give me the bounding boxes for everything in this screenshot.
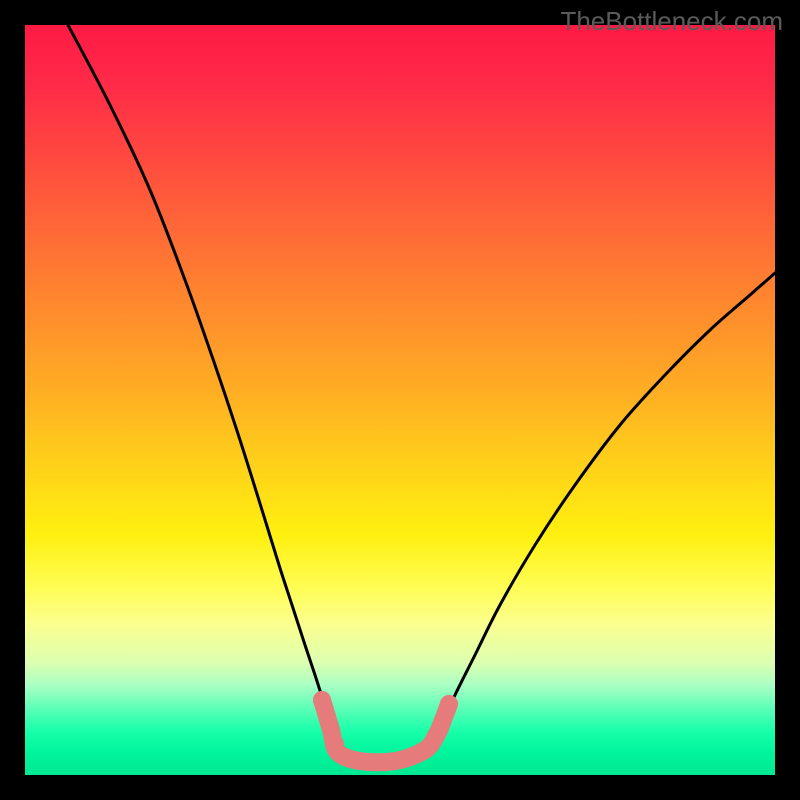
watermark-text: TheBottleneck.com — [560, 6, 783, 37]
chart-root: TheBottleneck.com — [0, 0, 800, 800]
gradient-background — [25, 25, 775, 775]
plot-area — [25, 25, 775, 775]
